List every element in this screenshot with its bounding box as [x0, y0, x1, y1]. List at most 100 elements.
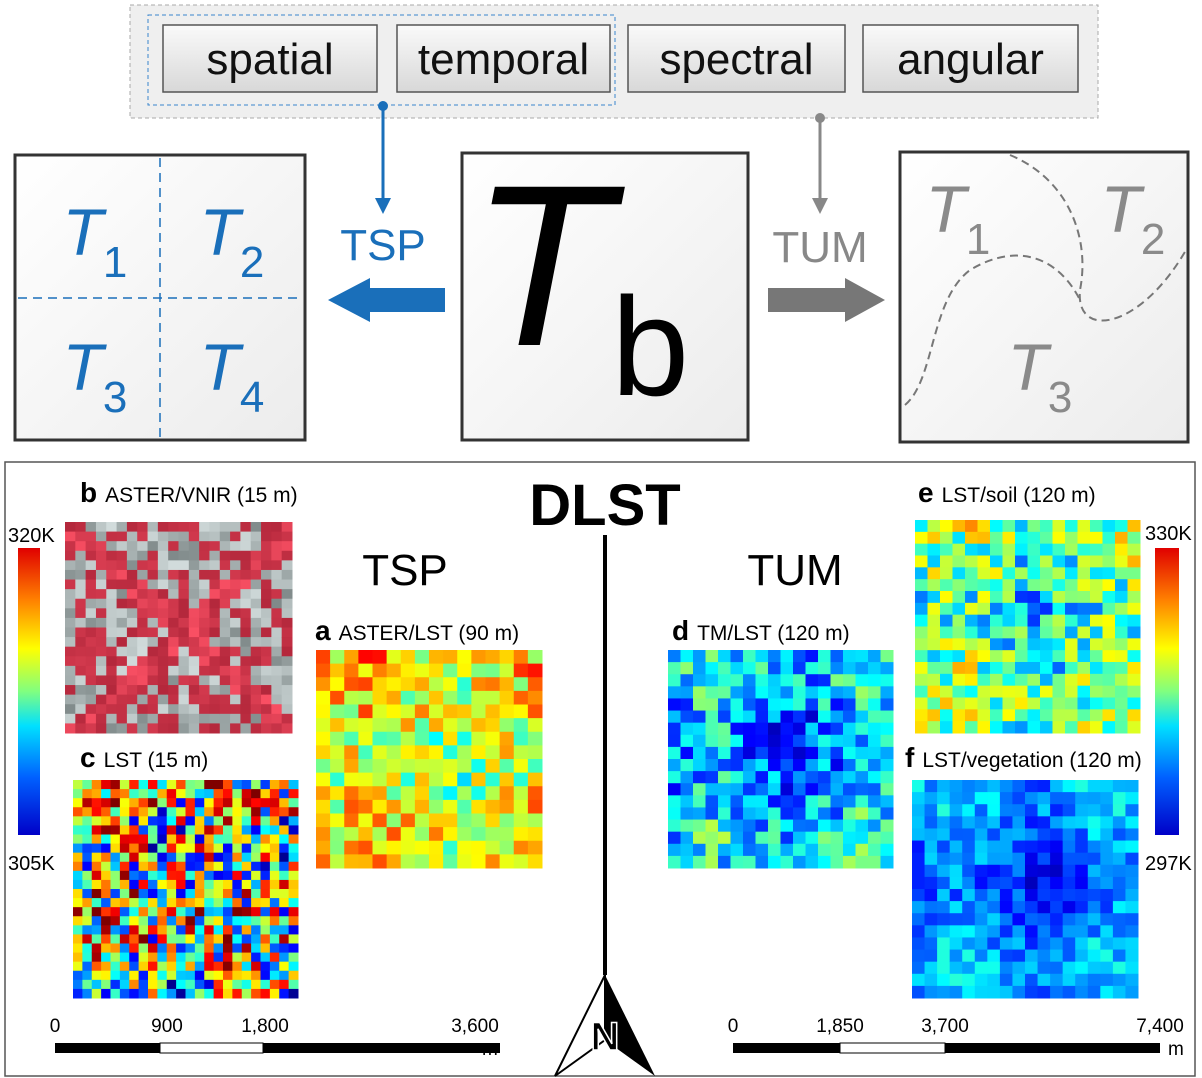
map-pixel	[120, 907, 130, 917]
map-pixel	[127, 570, 138, 580]
map-pixel	[279, 898, 289, 908]
map-pixel	[1038, 853, 1051, 866]
map-pixel	[220, 541, 231, 551]
map-pixel	[179, 637, 190, 647]
map-pixel	[204, 880, 214, 890]
map-pixel	[261, 570, 272, 580]
map-pixel	[793, 759, 806, 772]
map-pixel	[168, 675, 179, 685]
map-pixel	[270, 944, 280, 954]
map-pixel	[1075, 853, 1088, 866]
map-pixel	[831, 686, 844, 699]
scale-label: 0	[728, 1016, 739, 1037]
map-pixel	[978, 674, 991, 686]
map-pixel	[831, 650, 844, 663]
map-pixel	[148, 980, 158, 990]
map-pixel	[528, 745, 543, 759]
map-pixel	[1088, 877, 1101, 890]
map-pixel	[176, 844, 186, 854]
map-pixel	[912, 950, 925, 963]
map-pixel	[443, 786, 458, 800]
map-pixel	[199, 637, 210, 647]
map-pixel	[240, 675, 251, 685]
map-pixel	[82, 780, 92, 790]
map-pixel	[270, 844, 280, 854]
map-pixel	[230, 522, 241, 532]
map-pixel	[167, 944, 177, 954]
map-pixel	[270, 816, 280, 826]
map-pixel	[1000, 913, 1013, 926]
map-pixel	[358, 759, 373, 773]
map-pixel	[120, 844, 130, 854]
map-pixel	[148, 807, 158, 817]
map-pixel	[962, 937, 975, 950]
map-pixel	[279, 953, 289, 963]
map-pixel	[117, 560, 128, 570]
map-pixel	[106, 618, 117, 628]
map-pixel	[373, 732, 388, 746]
map-pixel	[881, 795, 894, 808]
map-pixel	[1025, 889, 1038, 902]
map-pixel	[681, 820, 694, 833]
map-pixel	[120, 825, 130, 835]
map-pixel	[1038, 937, 1051, 950]
map-pixel	[270, 980, 280, 990]
map-pixel	[681, 844, 694, 857]
map-pixel	[127, 704, 138, 714]
map-pixel	[1063, 986, 1076, 999]
map-pixel	[831, 735, 844, 748]
map-pixel	[990, 674, 1003, 686]
map-pixel	[65, 628, 76, 638]
map-pixel	[86, 704, 97, 714]
map-pixel	[158, 551, 169, 561]
map-pixel	[111, 971, 121, 981]
map-pixel	[204, 835, 214, 845]
map-pixel	[167, 880, 177, 890]
map-pixel	[148, 989, 158, 999]
map-pixel	[731, 674, 744, 687]
map-pixel	[168, 647, 179, 657]
map-pixel	[251, 608, 262, 618]
map-pixel	[1088, 780, 1101, 793]
map-pixel	[330, 745, 345, 759]
map-pixel	[818, 856, 831, 869]
map-pixel	[681, 650, 694, 663]
map-pixel	[990, 603, 1003, 615]
map-pixel	[204, 989, 214, 999]
map-pixel	[289, 862, 299, 872]
map-pixel	[843, 856, 856, 869]
map-pixel	[148, 589, 159, 599]
map-pixel	[157, 953, 167, 963]
map-pixel	[65, 714, 76, 724]
map-pixel	[978, 627, 991, 639]
map-pixel	[1075, 816, 1088, 829]
map-pixel	[429, 732, 444, 746]
map-pixel	[1012, 804, 1025, 817]
map-pixel	[120, 871, 130, 881]
map-pixel	[106, 541, 117, 551]
map-pixel	[514, 827, 529, 841]
map-pixel	[768, 771, 781, 784]
map-pixel	[937, 841, 950, 854]
map-pixel	[148, 723, 159, 733]
map-pixel	[242, 798, 252, 808]
map-pixel	[120, 816, 130, 826]
map-pixel	[289, 807, 299, 817]
map-pixel	[282, 599, 293, 609]
map-pixel	[167, 798, 177, 808]
map-pixel	[271, 608, 282, 618]
map-pixel	[756, 650, 769, 663]
map-pixel	[251, 695, 262, 705]
map-pixel	[209, 599, 220, 609]
map-pixel	[965, 615, 978, 627]
map-pixel	[1128, 567, 1141, 579]
map-pixel	[1040, 520, 1053, 532]
map-pixel	[429, 759, 444, 773]
map-pixel	[158, 704, 169, 714]
map-pixel	[270, 962, 280, 972]
map-pixel	[127, 580, 138, 590]
map-pixel	[1090, 603, 1103, 615]
map-pixel	[987, 974, 1000, 987]
map-pixel	[831, 783, 844, 796]
map-pixel	[1028, 556, 1041, 568]
